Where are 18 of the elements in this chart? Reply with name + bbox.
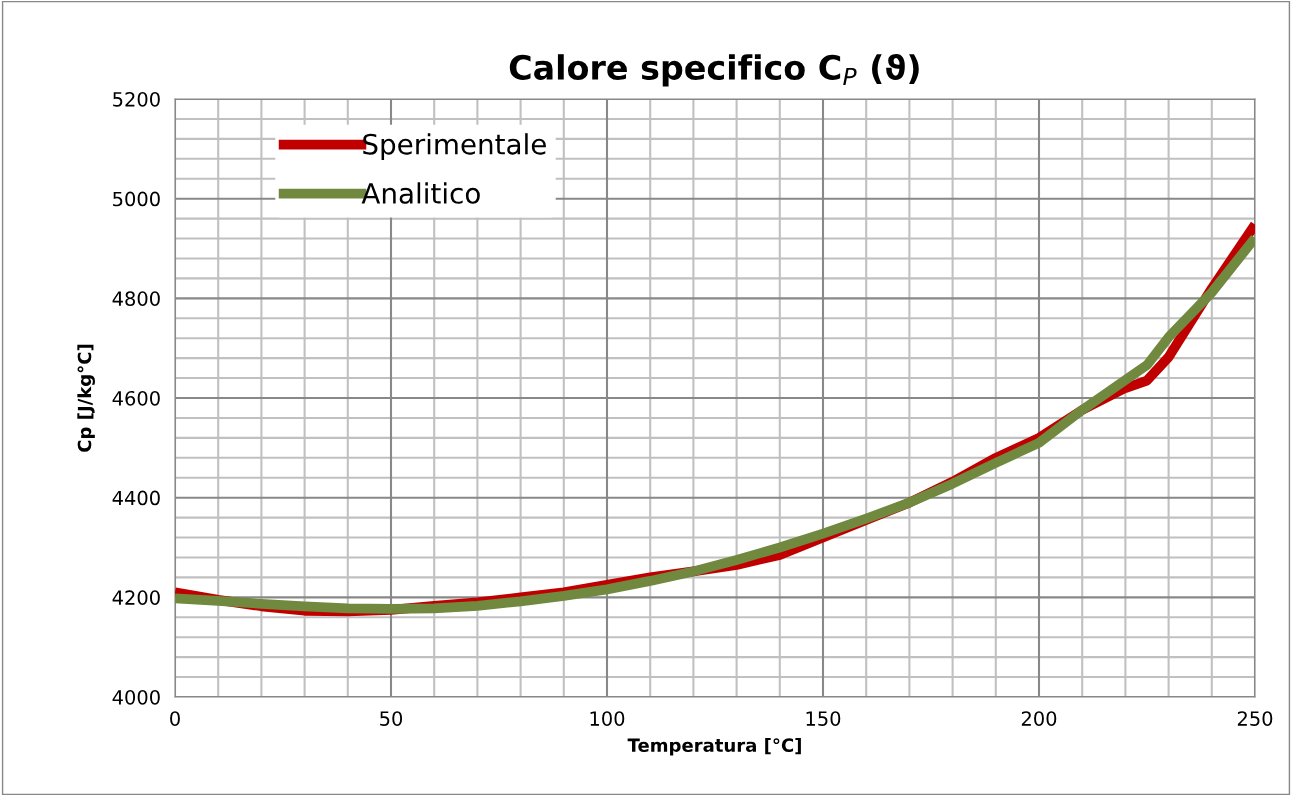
x-tick-label: 100 — [590, 711, 625, 726]
y-tick-label: 4400 — [112, 490, 160, 506]
x-tick-label: 150 — [806, 711, 841, 726]
y-tick-label: 5000 — [113, 191, 160, 207]
y-tick-label: 4800 — [112, 291, 160, 306]
y-tick-label: 4000 — [112, 689, 160, 705]
x-tick-label: 0 — [170, 711, 180, 726]
legend-label: Analitico — [361, 182, 480, 204]
y-tick-label: 4600 — [112, 390, 160, 406]
x-tick-label: 50 — [380, 711, 403, 726]
x-axis-title: Temperatura [°C] — [627, 738, 801, 756]
y-tick-label: 4200 — [112, 590, 160, 605]
legend-label: Sperimentale — [363, 133, 546, 161]
x-tick-label: 250 — [1237, 711, 1273, 726]
chart-title: Calore specifico C$_{P}$ (ϑ) — [509, 53, 919, 87]
y-axis-title: Cp [J/kg°C] — [77, 344, 95, 452]
y-tick-label: 5200 — [113, 91, 160, 107]
x-tick-label: 200 — [1021, 711, 1057, 726]
